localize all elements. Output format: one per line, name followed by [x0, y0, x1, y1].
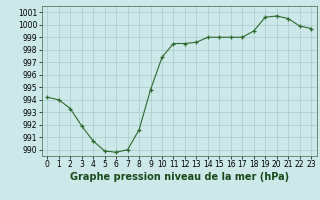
X-axis label: Graphe pression niveau de la mer (hPa): Graphe pression niveau de la mer (hPa) [70, 172, 289, 182]
